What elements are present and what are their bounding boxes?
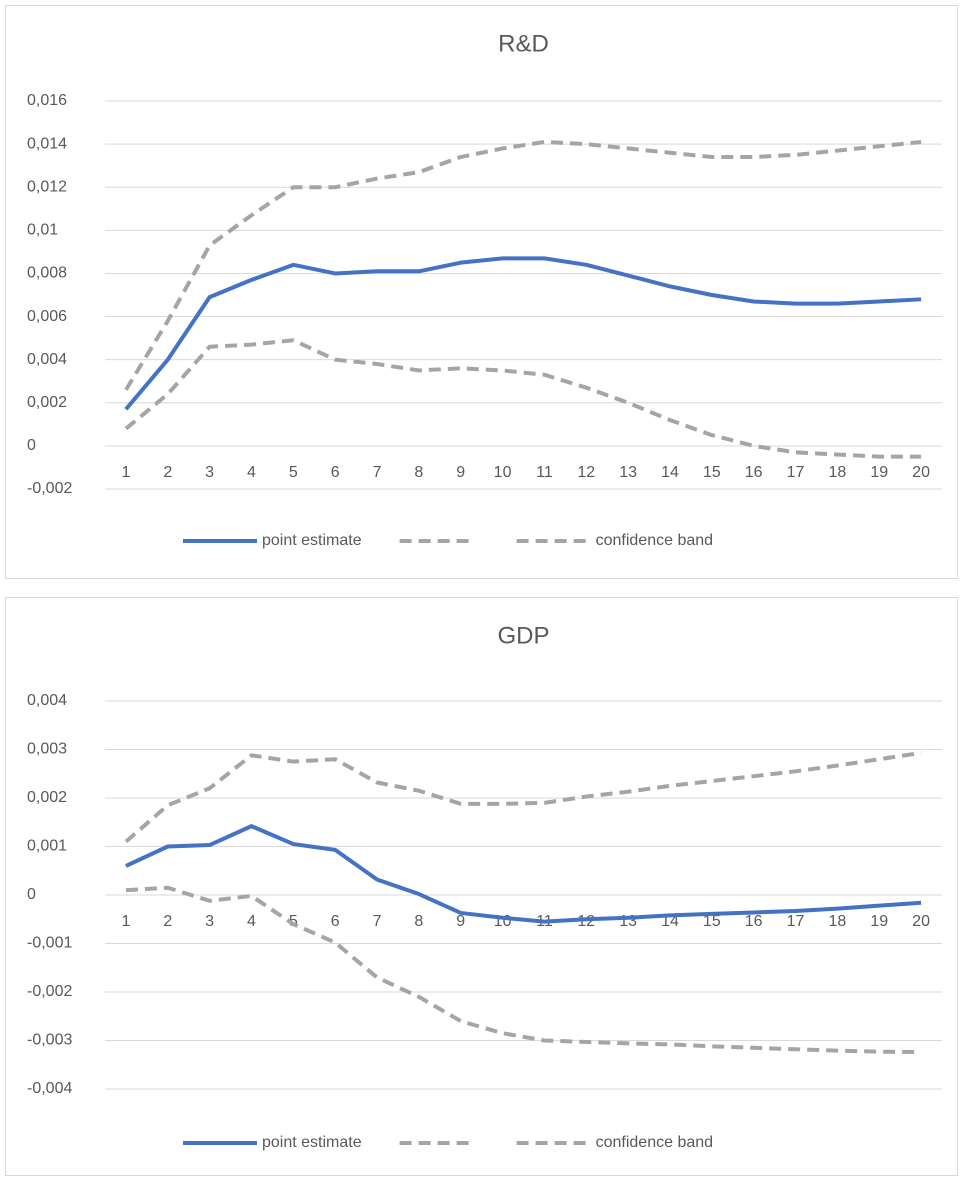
x-tick-label: 20 — [912, 464, 930, 481]
legend-label: point estimate — [262, 1134, 362, 1151]
chart: R&D -0,002 0 0,002 0,004 0,006 0,008 0,01 0,012 0… — [5, 5, 958, 579]
series-line — [124, 338, 922, 459]
x-tick-label: 7 — [373, 464, 382, 481]
x-tick-label: 19 — [870, 913, 888, 930]
x-tick-label: 9 — [456, 913, 465, 930]
x-tick-label: 12 — [577, 464, 595, 481]
x-tick-label: 18 — [828, 913, 846, 930]
series-line — [125, 885, 922, 1055]
y-tick-label: 0 — [27, 886, 36, 903]
series-line — [125, 824, 922, 924]
x-tick-label: 16 — [745, 913, 763, 930]
x-tick-label: 17 — [787, 464, 805, 481]
y-tick-label: 0,003 — [27, 741, 67, 758]
legend-label: confidence band — [596, 1134, 713, 1151]
y-tick-label: 0,001 — [27, 838, 67, 855]
x-tick-label: 9 — [456, 464, 465, 481]
x-tick-label: 18 — [828, 464, 846, 481]
x-tick-label: 6 — [331, 913, 340, 930]
x-tick-label: 20 — [912, 913, 930, 930]
x-tick-label: 8 — [414, 913, 423, 930]
x-tick-label: 11 — [536, 464, 553, 481]
y-tick-label: -0,002 — [27, 480, 72, 497]
x-tick-label: 1 — [121, 464, 130, 481]
x-tick-label: 5 — [289, 464, 298, 481]
x-tick-label: 19 — [870, 464, 888, 481]
x-tick-label: 15 — [703, 464, 721, 481]
y-tick-label: 0 — [27, 437, 36, 454]
y-tick-label: 0,014 — [27, 135, 67, 152]
y-tick-label: -0,002 — [27, 983, 72, 1000]
x-tick-label: 13 — [619, 464, 637, 481]
x-tick-label: 10 — [494, 464, 512, 481]
x-tick-label: 2 — [163, 464, 172, 481]
y-tick-label: 0,012 — [27, 178, 67, 195]
chart-title: R&D — [498, 30, 549, 57]
y-tick-label: 0,01 — [27, 222, 58, 239]
series-line — [124, 256, 922, 411]
x-tick-label: 12 — [577, 913, 595, 930]
x-tick-label: 3 — [205, 913, 214, 930]
x-tick-label: 4 — [247, 913, 256, 930]
x-tick-label: 16 — [745, 464, 763, 481]
x-tick-label: 4 — [247, 464, 256, 481]
legend-label: confidence band — [596, 532, 713, 549]
x-tick-label: 8 — [414, 464, 423, 481]
x-tick-label: 1 — [121, 913, 130, 930]
y-tick-label: 0,004 — [27, 351, 67, 368]
series-line — [124, 750, 922, 844]
x-tick-label: 15 — [703, 913, 721, 930]
y-tick-label: 0,002 — [27, 394, 67, 411]
chart-frame — [5, 5, 958, 579]
legend-label: point estimate — [262, 532, 362, 549]
x-tick-label: 6 — [331, 464, 340, 481]
chart: GDP -0,004 -0,003 -0,002 -0,001 0 0,001 0,002 0,… — [5, 597, 958, 1176]
y-tick-label: -0,001 — [27, 935, 72, 952]
x-tick-label: 3 — [205, 464, 214, 481]
x-tick-label: 7 — [373, 913, 382, 930]
y-tick-label: -0,003 — [27, 1032, 72, 1049]
y-tick-label: 0,006 — [27, 308, 67, 325]
y-tick-label: 0,004 — [27, 692, 67, 709]
x-tick-label: 14 — [661, 464, 679, 481]
y-tick-label: 0,002 — [27, 789, 67, 806]
x-tick-label: 17 — [787, 913, 805, 930]
y-tick-label: 0,008 — [27, 265, 67, 282]
x-tick-label: 2 — [163, 913, 172, 930]
y-tick-label: 0,016 — [27, 92, 67, 109]
series-line — [124, 139, 922, 391]
y-tick-label: -0,004 — [27, 1080, 72, 1097]
chart-title: GDP — [497, 622, 549, 649]
